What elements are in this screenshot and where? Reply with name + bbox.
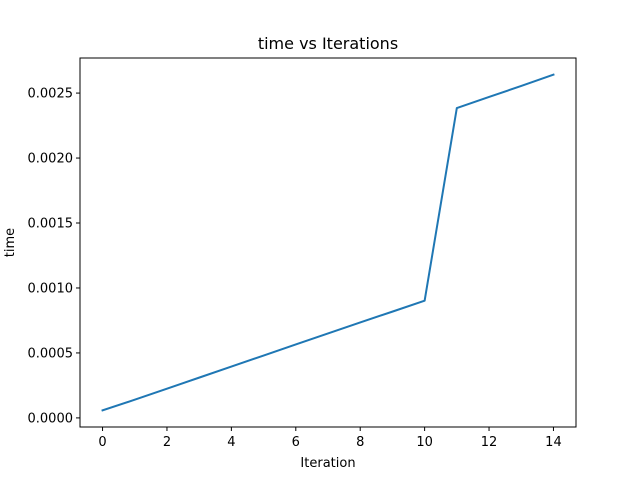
x-tick-label: 12 [481, 435, 498, 450]
x-axis-label: Iteration [300, 456, 355, 471]
plot-background [80, 58, 576, 427]
y-tick-label: 0.0015 [28, 217, 74, 232]
y-axis-ticks: 0.0000 0.0005 0.0010 0.0015 0.0020 0.0025 [28, 87, 80, 426]
x-tick-label: 14 [545, 435, 562, 450]
y-tick-label: 0.0020 [28, 152, 74, 167]
y-tick-label: 0.0025 [28, 87, 74, 102]
series-layer [101, 73, 555, 412]
x-tick-label: 8 [356, 435, 364, 450]
plot-frame [79, 57, 577, 428]
y-axis-label: time [3, 228, 18, 257]
x-tick-label: 6 [292, 435, 300, 450]
chart-title: time vs Iterations [258, 34, 398, 53]
x-tick-label: 2 [163, 435, 171, 450]
x-tick-label: 4 [227, 435, 235, 450]
series-line [101, 73, 555, 412]
y-tick-label: 0.0005 [28, 346, 74, 361]
y-tick-label: 0.0000 [28, 411, 74, 426]
x-tick-label: 0 [98, 435, 106, 450]
x-axis-ticks: 0 2 4 6 8 10 12 14 [98, 427, 562, 450]
y-tick-label: 0.0010 [28, 281, 74, 296]
x-tick-label: 10 [416, 435, 433, 450]
